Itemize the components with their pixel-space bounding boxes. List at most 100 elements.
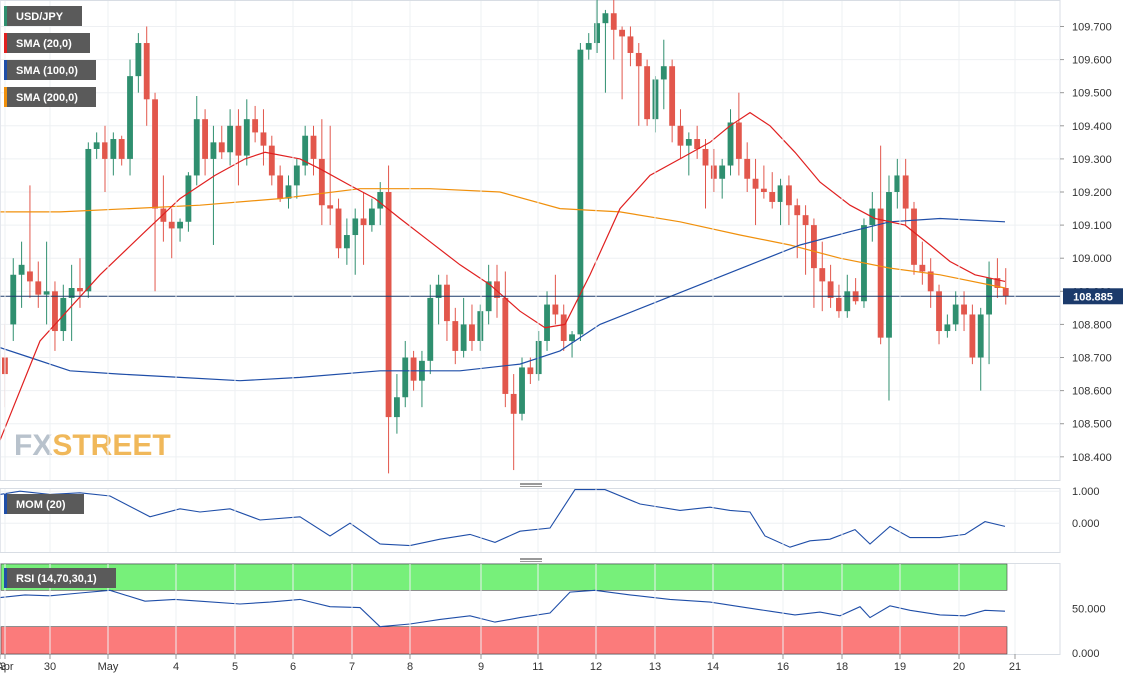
candle-body (18, 264, 25, 275)
candle-body (168, 221, 175, 229)
candle-body (93, 142, 100, 149)
x-tick-label: 20 (953, 661, 965, 673)
candle-body (802, 215, 809, 226)
panel-resize-handle[interactable] (520, 483, 542, 485)
sma20-label-text: SMA (20,0) (16, 38, 72, 50)
symbol-label[interactable]: USD/JPY (4, 6, 82, 26)
candle-body (785, 185, 792, 206)
y-tick-label: 108.800 (1072, 319, 1112, 331)
candle-body (777, 185, 784, 202)
candle-body (135, 43, 142, 77)
symbol-label-text: USD/JPY (16, 11, 64, 23)
candle-body (260, 132, 267, 146)
candle-body (285, 185, 292, 199)
candle-body (577, 49, 584, 335)
y-tick-label: 109.000 (1072, 253, 1112, 265)
candle-body (911, 208, 917, 265)
mom-label[interactable]: MOM (20) (4, 494, 84, 514)
candle-body (102, 142, 108, 159)
mom-y-tick-label: 0.000 (1072, 518, 1100, 530)
candle-body (894, 175, 901, 192)
candle-body (727, 122, 734, 166)
sma100-label-text: SMA (100,0) (16, 65, 78, 77)
y-tick-label: 108.500 (1072, 419, 1112, 431)
sma200-label-text: SMA (200,0) (16, 92, 78, 104)
candle-body (218, 142, 225, 153)
candle-body (160, 208, 167, 222)
candle-body (185, 175, 192, 222)
current-price-value: 108.885 (1073, 291, 1113, 303)
x-tick-label: 21 (1009, 661, 1021, 673)
rsi-oversold-zone (0, 626, 1008, 655)
candle-body (494, 281, 500, 298)
sma100-label-color-bar (4, 60, 7, 80)
x-tick-label: 14 (707, 661, 719, 673)
candle-body (393, 397, 400, 418)
candle-body (886, 192, 892, 338)
candle-body (627, 36, 634, 53)
rsi-panel: 50.000 0.000 (0, 563, 1106, 660)
candle-body (677, 125, 684, 146)
symbol-label-bg (4, 6, 82, 26)
candle-body (427, 297, 434, 361)
candle-body (519, 367, 525, 414)
rsi-label[interactable]: RSI (14,70,30,1) (4, 568, 116, 588)
candle-body (827, 281, 834, 298)
candle-body (85, 148, 92, 292)
candle-body (685, 139, 692, 146)
price-panel: 108.400108.500108.600108.700108.800108.9… (0, 0, 1123, 481)
sma20-label[interactable]: SMA (20,0) (4, 33, 90, 53)
y-tick-label: 109.200 (1072, 187, 1112, 199)
candle-body (444, 284, 450, 322)
candle-body (927, 271, 934, 292)
candle-body (277, 175, 284, 199)
x-tick-label: 18 (836, 661, 848, 673)
y-tick-label: 109.300 (1072, 154, 1112, 166)
candle-body (143, 43, 150, 100)
candle-body (152, 99, 158, 209)
candle-body (919, 264, 926, 272)
candle-body (202, 119, 209, 159)
rsi-y-tick-label: 0.000 (1072, 648, 1100, 660)
rsi-label-text: RSI (14,70,30,1) (16, 573, 97, 585)
x-tick-label: 23 (0, 661, 6, 673)
candle-body (936, 291, 942, 332)
x-tick-label: Apr (0, 661, 14, 673)
candle-body (602, 13, 609, 24)
candle-body (560, 314, 567, 341)
candle-body (327, 205, 334, 209)
candle-body (77, 288, 83, 292)
current-price-tag (1063, 288, 1123, 305)
candle-body (335, 208, 342, 249)
x-tick-label: May (98, 661, 119, 673)
candle-body (552, 304, 559, 315)
candle-body (836, 297, 842, 312)
candle-body (660, 66, 667, 80)
rsi-y-tick-label: 50.000 (1072, 604, 1106, 616)
x-tick-label: 4 (173, 661, 179, 673)
y-tick-label: 108.700 (1072, 353, 1112, 365)
candle-body (293, 165, 300, 186)
candle-body (268, 145, 275, 176)
candle-body (635, 52, 642, 67)
rsi-line (0, 589, 1006, 628)
panel-resize-handle[interactable] (520, 558, 542, 560)
candle-body (43, 291, 50, 295)
sma200-label[interactable]: SMA (200,0) (4, 87, 96, 107)
candle-body (318, 158, 325, 206)
y-tick-label: 109.600 (1072, 55, 1112, 67)
candle-body (594, 23, 600, 44)
candle-body (902, 175, 909, 209)
candle-body (360, 218, 367, 226)
sma100-label[interactable]: SMA (100,0) (4, 60, 96, 80)
indicator-labels: USD/JPY SMA (20,0) SMA (100,0) SMA (200,0) M… (4, 6, 116, 588)
y-tick-label: 109.100 (1072, 220, 1112, 232)
candle-body (68, 288, 75, 298)
candle-body (719, 165, 726, 179)
y-tick-label: 108.600 (1072, 386, 1112, 398)
candle-body (477, 311, 484, 341)
fxstreet-watermark: FXSTREET (14, 429, 171, 462)
candle-body (811, 225, 817, 269)
candle-body (844, 291, 851, 312)
